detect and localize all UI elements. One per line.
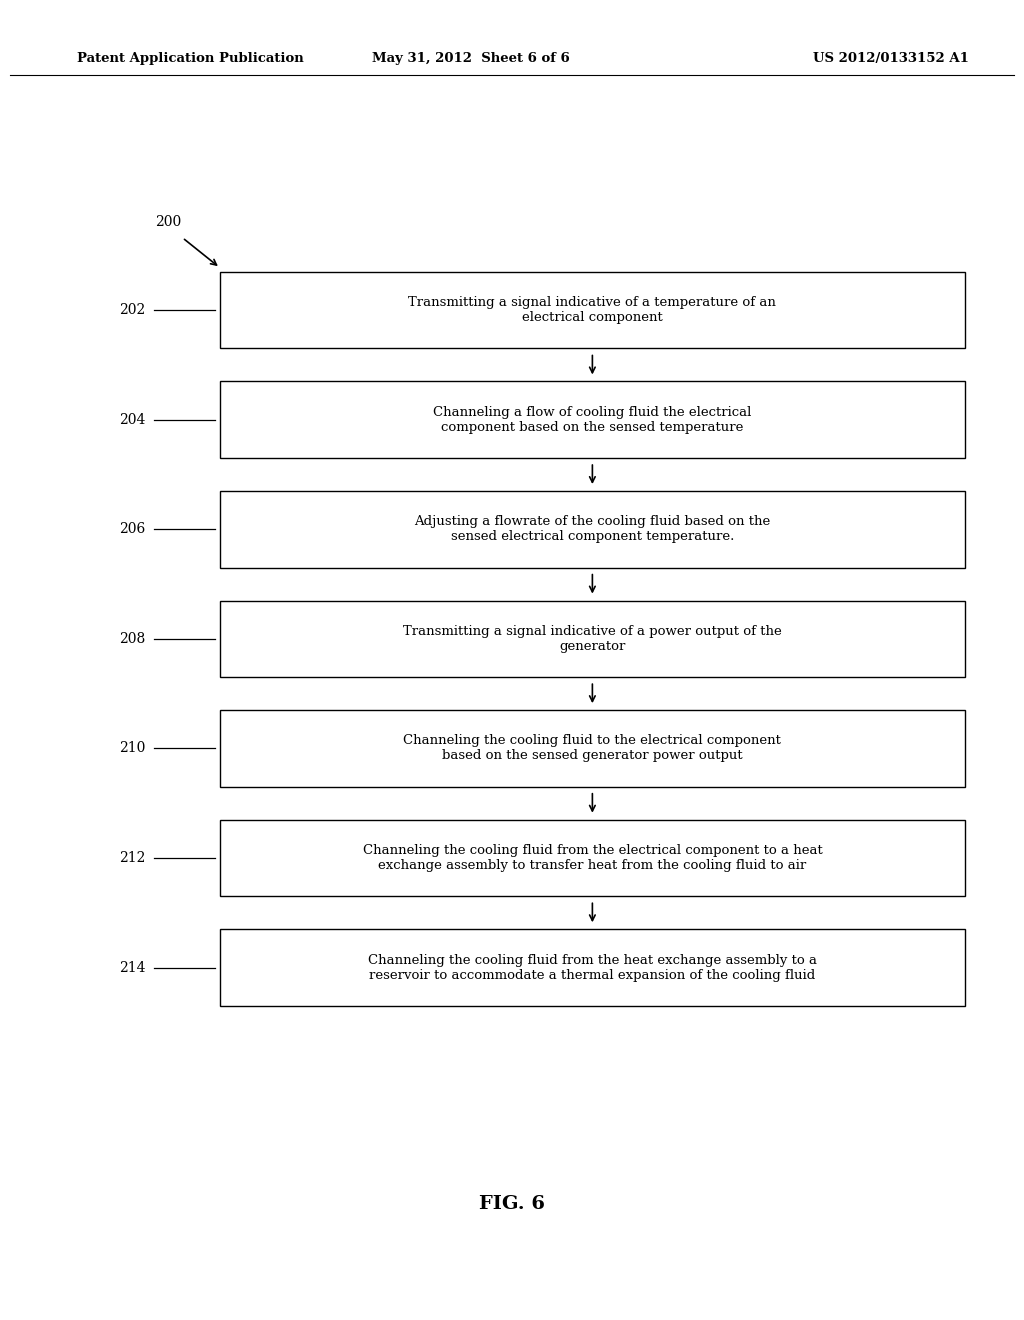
Text: May 31, 2012  Sheet 6 of 6: May 31, 2012 Sheet 6 of 6 (372, 51, 570, 65)
Text: Transmitting a signal indicative of a temperature of an
electrical component: Transmitting a signal indicative of a te… (409, 296, 776, 325)
Bar (220, 601, 965, 677)
Text: Transmitting a signal indicative of a power output of the
generator: Transmitting a signal indicative of a po… (403, 624, 781, 653)
Text: Channeling a flow of cooling fluid the electrical
component based on the sensed : Channeling a flow of cooling fluid the e… (433, 405, 752, 434)
Bar (220, 491, 965, 568)
Text: Channeling the cooling fluid to the electrical component
based on the sensed gen: Channeling the cooling fluid to the elec… (403, 734, 781, 763)
Text: 214: 214 (119, 961, 145, 974)
Text: Channeling the cooling fluid from the electrical component to a heat
exchange as: Channeling the cooling fluid from the el… (362, 843, 822, 873)
Text: 200: 200 (155, 215, 181, 228)
Text: 212: 212 (119, 851, 145, 865)
Bar (220, 929, 965, 1006)
Text: FIG. 6: FIG. 6 (479, 1195, 545, 1213)
Text: 202: 202 (119, 304, 145, 317)
Text: Patent Application Publication: Patent Application Publication (77, 51, 303, 65)
Text: US 2012/0133152 A1: US 2012/0133152 A1 (813, 51, 969, 65)
Text: 208: 208 (119, 632, 145, 645)
Text: 204: 204 (119, 413, 145, 426)
Text: 206: 206 (119, 523, 145, 536)
Text: Adjusting a flowrate of the cooling fluid based on the
sensed electrical compone: Adjusting a flowrate of the cooling flui… (415, 515, 770, 544)
Bar (220, 710, 965, 787)
Bar (220, 272, 965, 348)
Text: Channeling the cooling fluid from the heat exchange assembly to a
reservoir to a: Channeling the cooling fluid from the he… (368, 953, 817, 982)
Bar (220, 820, 965, 896)
Text: 210: 210 (119, 742, 145, 755)
Bar (220, 381, 965, 458)
